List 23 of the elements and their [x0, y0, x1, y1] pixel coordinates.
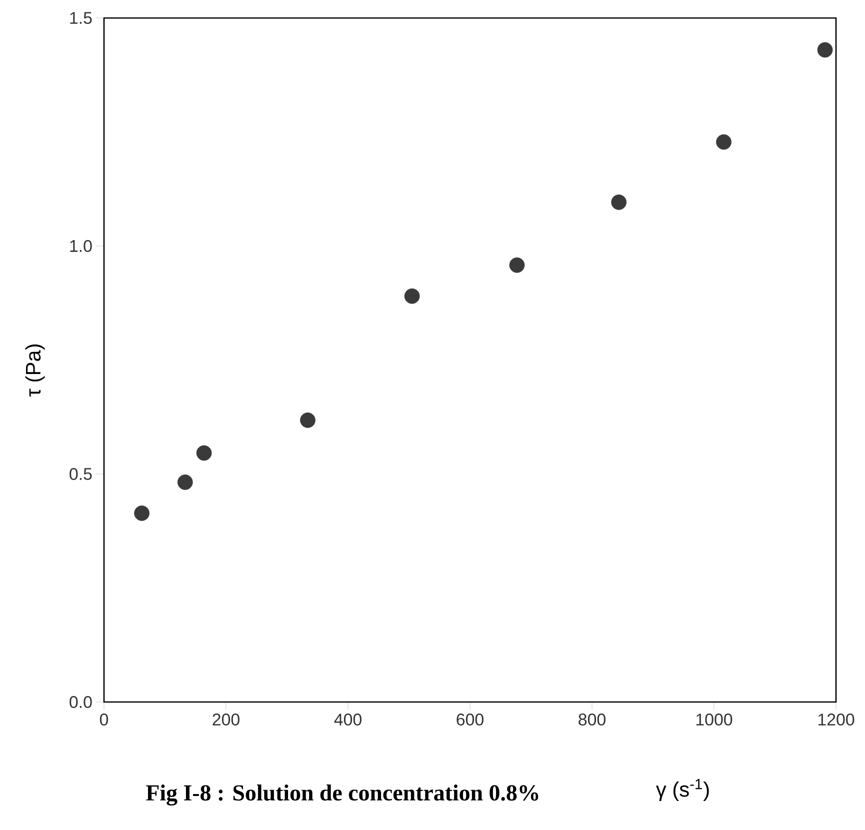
x-tick-label: 600 — [456, 714, 484, 726]
y-tick-label: 1.0 — [70, 240, 92, 252]
x-tick-label: 1200 — [818, 714, 854, 726]
y-tick-label: 0.0 — [70, 696, 92, 708]
x-tick-label: 0 — [100, 714, 108, 726]
x-axis-title: γ (s$^{-1}$) — [656, 779, 709, 801]
y-tick-label: 1.5 — [70, 12, 92, 24]
x-tick-label: 1000 — [696, 714, 732, 726]
x-tick-label: 800 — [578, 714, 606, 726]
point — [177, 474, 193, 490]
point — [817, 42, 833, 58]
point — [509, 257, 525, 273]
point — [300, 412, 316, 428]
x-tick-label: 200 — [212, 714, 240, 726]
x-tick-label: 400 — [334, 714, 362, 726]
point — [196, 445, 212, 461]
point — [404, 288, 420, 304]
point — [134, 506, 150, 521]
point — [611, 194, 627, 210]
y-tick-label: 0.5 — [70, 468, 92, 480]
y-axis-title: τ (Pa) — [25, 344, 45, 396]
text: Fig I-8 : Solution de concentration 0.8% — [146, 784, 538, 806]
point — [716, 134, 732, 150]
